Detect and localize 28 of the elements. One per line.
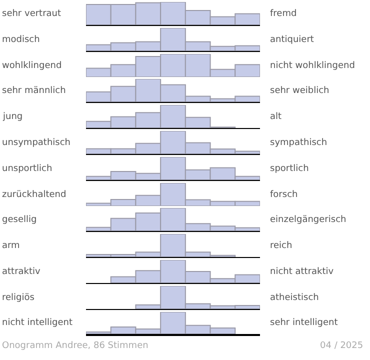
text: sehr männlich bbox=[2, 86, 66, 96]
text: sehr intelligent bbox=[270, 318, 338, 328]
text: antiquiert bbox=[270, 34, 314, 45]
text: unsympathisch bbox=[2, 138, 70, 148]
text: sehr weiblich bbox=[270, 86, 330, 96]
text: nicht wohlklingend bbox=[270, 60, 355, 71]
text: sportlich bbox=[270, 164, 309, 174]
text: gesellig bbox=[2, 215, 37, 226]
text: religiös bbox=[2, 292, 35, 303]
text: nicht attraktiv bbox=[270, 267, 334, 277]
text: sehr vertraut bbox=[2, 9, 62, 19]
text: zurückhaltend bbox=[2, 190, 66, 200]
text: reich bbox=[270, 241, 292, 252]
text: 04 / 2025 bbox=[320, 340, 364, 351]
text: alt bbox=[270, 112, 282, 122]
text: sympathisch bbox=[270, 138, 328, 148]
text: forsch bbox=[270, 190, 298, 200]
text: attraktiv bbox=[2, 267, 42, 277]
text: unsportlich bbox=[2, 164, 52, 174]
text: jung bbox=[2, 112, 23, 122]
text: Onogramm Andree, 86 Stimmen bbox=[2, 340, 148, 351]
text: wohlklingend bbox=[2, 60, 62, 71]
text: arm bbox=[2, 241, 20, 252]
text: einzelgängerisch bbox=[270, 215, 346, 226]
text: atheistisch bbox=[270, 292, 319, 303]
text: nicht intelligent bbox=[2, 318, 73, 328]
text: fremd bbox=[270, 9, 297, 19]
text: modisch bbox=[2, 34, 40, 45]
